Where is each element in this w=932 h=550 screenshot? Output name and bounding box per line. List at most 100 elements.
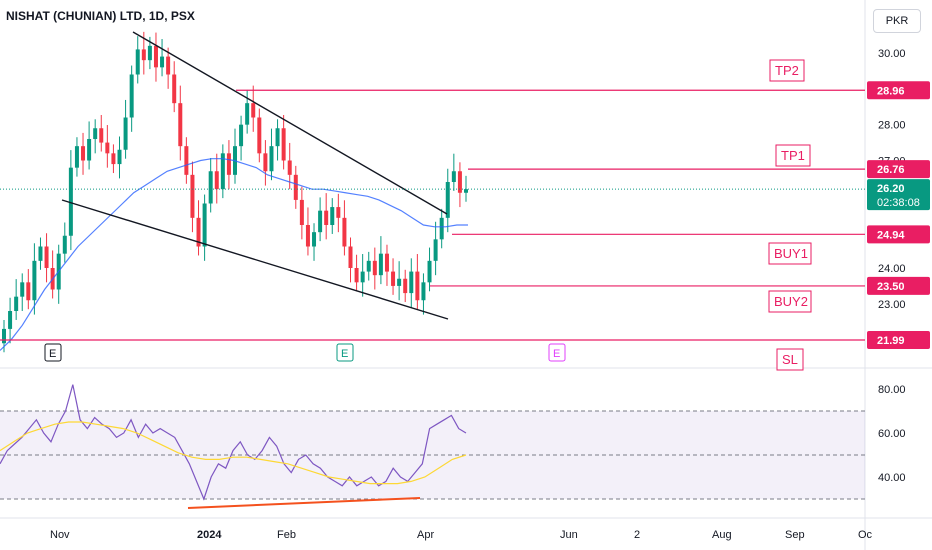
candle-body — [451, 171, 456, 182]
candle-body — [202, 203, 207, 247]
candle-body — [409, 271, 414, 294]
countdown-label: 02:38:08 — [877, 197, 920, 209]
candle-body — [81, 146, 86, 161]
level-box-buy1 — [768, 242, 812, 265]
moving-average-line — [0, 158, 468, 351]
candle-body — [433, 239, 438, 261]
earnings-marker — [336, 343, 354, 362]
candle-body — [354, 268, 359, 283]
currency-selector[interactable]: PKR — [873, 9, 921, 33]
level-label-sl: SL — [782, 352, 798, 367]
candle-body — [312, 232, 317, 247]
candle-body — [172, 74, 177, 104]
earnings-marker-label: E — [49, 348, 56, 360]
level-price-tag — [867, 81, 930, 100]
candle-body — [166, 56, 171, 75]
candle-body — [93, 128, 98, 139]
candle-body — [74, 146, 79, 168]
candle-body — [20, 282, 25, 297]
level-box-tp2 — [769, 59, 805, 82]
level-label-buy2: BUY2 — [774, 294, 808, 309]
candle-body — [123, 117, 128, 150]
time-tick-label: 2024 — [197, 529, 222, 541]
upper-trendline — [132, 31, 448, 215]
level-label-buy1: BUY1 — [774, 246, 808, 261]
candle-body — [14, 296, 19, 311]
price-tick-label: 23.00 — [878, 299, 906, 311]
level-box-buy2 — [768, 290, 812, 313]
earnings-marker-label: E — [553, 348, 560, 360]
price-tick-label: 30.00 — [878, 48, 906, 60]
candle-body — [366, 260, 371, 272]
candle-body — [299, 199, 304, 225]
earnings-marker — [44, 343, 62, 362]
earnings-marker — [548, 343, 566, 362]
candle-body — [141, 49, 146, 61]
candle-body — [403, 278, 408, 294]
candle-body — [372, 260, 377, 276]
candle-body — [445, 182, 450, 218]
level-price-tag — [867, 331, 930, 350]
level-price-tag — [867, 160, 930, 179]
candle-body — [360, 271, 365, 283]
candle-body — [8, 311, 13, 329]
candle-body — [111, 153, 116, 165]
last-price-label: 26.20 — [877, 183, 905, 195]
candle-body — [190, 174, 195, 218]
time-tick-label: Jun — [560, 529, 578, 541]
candle-body — [384, 253, 389, 272]
candle-body — [32, 260, 37, 301]
candle-body — [129, 74, 134, 118]
time-tick-label: Sep — [785, 529, 805, 541]
candle-body — [275, 128, 280, 147]
candle-body — [44, 246, 49, 268]
candle-body — [226, 153, 231, 175]
candle-body — [147, 45, 152, 61]
candle-body — [160, 56, 165, 68]
candle-body — [391, 271, 396, 286]
level-price-label: 21.99 — [877, 335, 905, 347]
price-tick-label: 28.00 — [878, 120, 906, 132]
candle-body — [87, 139, 92, 161]
level-box-sl — [776, 348, 804, 371]
candle-body — [293, 174, 298, 200]
candle-body — [214, 171, 219, 190]
candle-body — [184, 146, 189, 175]
candle-body — [348, 246, 353, 268]
level-box-tp1 — [775, 144, 811, 167]
candle-body — [251, 103, 256, 118]
level-price-label: 23.50 — [877, 281, 905, 293]
candle-body — [427, 260, 432, 283]
candle-body — [330, 207, 335, 225]
level-price-label: 28.96 — [877, 85, 905, 97]
candle-body — [397, 278, 402, 286]
candle-body — [68, 167, 73, 236]
candle-body — [324, 210, 329, 225]
level-price-label: 24.94 — [877, 229, 905, 241]
lower-trendline — [61, 199, 449, 320]
candle-body — [117, 149, 122, 165]
candle-body — [269, 146, 274, 172]
candle-body — [239, 124, 244, 147]
time-tick-label: Apr — [417, 529, 434, 541]
candle-body — [178, 103, 183, 147]
candle-body — [196, 217, 201, 247]
level-price-tag — [867, 225, 930, 244]
candle-body — [105, 142, 110, 154]
rsi-ma-line — [0, 421, 467, 485]
rsi-tick-label: 80.00 — [878, 384, 906, 396]
level-label-tp1: TP1 — [781, 148, 805, 163]
candle-body — [336, 207, 341, 218]
time-tick-label: Feb — [277, 529, 296, 541]
candle-body — [281, 128, 286, 161]
last-price-tag — [867, 179, 930, 211]
time-tick-label: 2 — [634, 529, 640, 541]
candle-body — [287, 160, 292, 175]
level-price-label: 26.76 — [877, 164, 905, 176]
candle-body — [62, 235, 67, 254]
earnings-marker-label: E — [341, 348, 348, 360]
candle-body — [135, 49, 140, 75]
chart-title: NISHAT (CHUNIAN) LTD, 1D, PSX — [6, 9, 195, 23]
candle-body — [439, 217, 444, 240]
